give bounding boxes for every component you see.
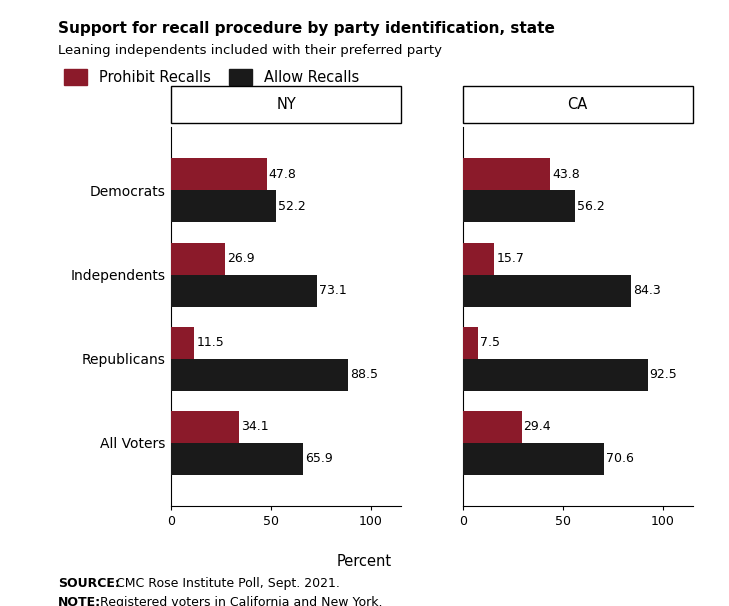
Bar: [463, 190, 575, 222]
Text: 65.9: 65.9: [305, 452, 332, 465]
Bar: [463, 158, 550, 190]
Text: 52.2: 52.2: [278, 200, 305, 213]
Bar: [171, 327, 194, 359]
Text: CA: CA: [568, 97, 588, 112]
Text: 11.5: 11.5: [196, 336, 224, 349]
Bar: [463, 443, 604, 475]
Text: Percent: Percent: [337, 554, 392, 570]
Bar: [463, 242, 494, 275]
Bar: [171, 359, 348, 391]
Text: 56.2: 56.2: [577, 200, 605, 213]
Text: 29.4: 29.4: [523, 421, 551, 433]
Bar: [171, 275, 317, 307]
Bar: [171, 242, 225, 275]
Bar: [463, 359, 647, 391]
Text: NY: NY: [276, 97, 296, 112]
Bar: [171, 190, 276, 222]
Text: SOURCE:: SOURCE:: [58, 577, 120, 590]
Text: 84.3: 84.3: [634, 284, 661, 297]
Text: Leaning independents included with their preferred party: Leaning independents included with their…: [58, 44, 443, 56]
Text: 34.1: 34.1: [241, 421, 269, 433]
Bar: [171, 158, 267, 190]
Text: 92.5: 92.5: [650, 368, 677, 381]
Bar: [463, 327, 478, 359]
Text: 88.5: 88.5: [350, 368, 378, 381]
Bar: [171, 443, 303, 475]
Text: 70.6: 70.6: [606, 452, 634, 465]
Bar: [463, 275, 631, 307]
Bar: [463, 411, 522, 443]
Legend: Prohibit Recalls, Allow Recalls: Prohibit Recalls, Allow Recalls: [58, 64, 364, 91]
FancyBboxPatch shape: [171, 85, 401, 124]
Text: 15.7: 15.7: [496, 252, 524, 265]
Text: CMC Rose Institute Poll, Sept. 2021.: CMC Rose Institute Poll, Sept. 2021.: [112, 577, 340, 590]
FancyBboxPatch shape: [463, 85, 693, 124]
Text: 43.8: 43.8: [553, 168, 580, 181]
Text: Registered voters in California and New York.: Registered voters in California and New …: [96, 596, 383, 606]
Text: Support for recall procedure by party identification, state: Support for recall procedure by party id…: [58, 21, 555, 36]
Text: 47.8: 47.8: [269, 168, 297, 181]
Bar: [171, 411, 239, 443]
Text: 7.5: 7.5: [480, 336, 500, 349]
Text: 26.9: 26.9: [227, 252, 254, 265]
Text: 73.1: 73.1: [319, 284, 347, 297]
Text: NOTE:: NOTE:: [58, 596, 101, 606]
